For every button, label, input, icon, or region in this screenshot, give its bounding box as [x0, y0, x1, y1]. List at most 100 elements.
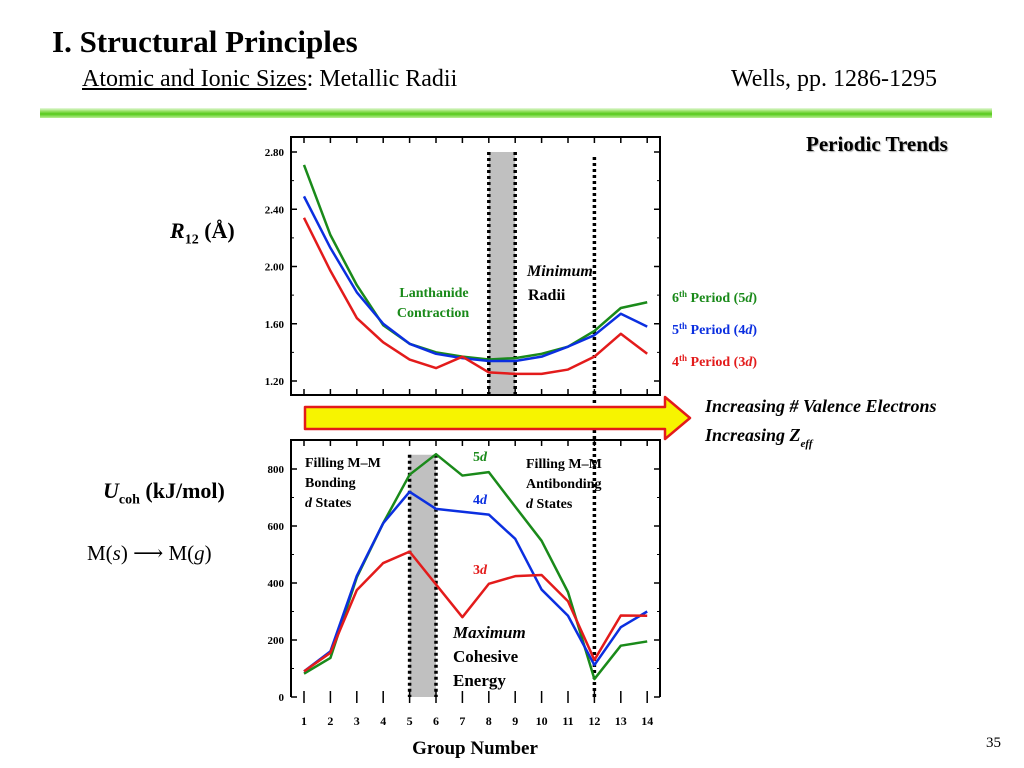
- minimum-radii-annotation: Minimum: [526, 263, 593, 280]
- group-tick-label: 13: [615, 714, 627, 728]
- group-tick-label: 9: [512, 714, 518, 728]
- energy-series-line: [303, 490, 648, 673]
- radius-series-line: [302, 195, 648, 363]
- energy-series-label-part: d: [480, 450, 488, 465]
- group-tick-label: 6: [433, 714, 439, 728]
- group-tick-label: 14: [641, 714, 653, 728]
- trend-arrow: Increasing # Valence Electrons Increasing…: [303, 395, 937, 450]
- radius-series-legend: 6th Period (5d): [672, 289, 757, 306]
- max-cohesive-annotation: Energy: [453, 671, 506, 690]
- antibonding-annotation: Antibonding: [526, 477, 601, 492]
- group-number-axis-title: Group Number: [412, 738, 538, 759]
- antibonding-annotation-part: d: [526, 497, 534, 512]
- radius-y-tick-label: 2.00: [265, 262, 285, 274]
- bonding-annotation: Bonding: [305, 476, 356, 491]
- energy-y-tick-label: 0: [279, 692, 285, 704]
- reference-citation: Wells, pp. 1286-1295: [731, 66, 938, 92]
- group-tick-label: 8: [486, 714, 492, 728]
- energy-subscript: coh: [118, 492, 140, 508]
- group-tick-label: 1: [301, 714, 307, 728]
- energy-series-label: 3d: [473, 563, 488, 578]
- subtitle-topic: Atomic and Ionic Sizes: [82, 66, 307, 92]
- radius-series-legend-part: 5: [672, 323, 679, 338]
- radius-series-legend: 4th Period (3d): [672, 353, 757, 370]
- reaction-rhs-state: g: [194, 541, 205, 565]
- group-tick-label: 3: [354, 714, 360, 728]
- radius-series-line: [302, 217, 648, 376]
- header-divider-bar: [40, 108, 992, 118]
- slide-title: I. Structural Principles: [52, 24, 358, 59]
- energy-y-tick-label: 200: [268, 635, 285, 647]
- radius-y-tick-label: 1.20: [265, 376, 285, 388]
- energy-y-tick-label: 400: [268, 578, 285, 590]
- max-cohesive-band: [409, 454, 436, 697]
- group-tick-label: 11: [562, 714, 573, 728]
- radius-y-tick-label: 2.40: [265, 204, 285, 216]
- group-tick-label: 4: [380, 714, 386, 728]
- page-number: 35: [986, 735, 1001, 751]
- energy-symbol: U: [103, 478, 119, 503]
- energy-series-label-part: d: [480, 563, 488, 578]
- radius-symbol: R: [170, 218, 185, 243]
- arrow-label-zeff: Increasing Zeff: [704, 425, 814, 450]
- lanthanide-annotation: Contraction: [397, 306, 470, 321]
- antibonding-annotation: d States: [526, 497, 573, 512]
- antibonding-annotation: Filling M–M: [526, 457, 602, 472]
- max-cohesive-annotation: Cohesive: [453, 647, 519, 666]
- group-tick-label: 5: [407, 714, 413, 728]
- sublimation-reaction: M(s) ⟶ M(g): [87, 541, 212, 566]
- reaction-arrow: ) ⟶ M(: [120, 541, 195, 565]
- radius-series-line: [302, 164, 648, 361]
- radius-unit: (Å): [198, 218, 235, 243]
- energy-series-line: [303, 550, 648, 673]
- radius-series-legend-part: d: [745, 291, 753, 306]
- radius-series-legend-part: ): [752, 323, 757, 338]
- radius-series-legend-part: 4: [672, 355, 679, 370]
- radius-series-legend-part: Period (3: [687, 355, 745, 370]
- energy-series-label-part: 5: [473, 450, 480, 465]
- energy-series-label-part: d: [480, 493, 488, 508]
- group-tick-label: 2: [327, 714, 333, 728]
- energy-y-tick-label: 800: [268, 464, 285, 476]
- antibonding-annotation-part: States: [533, 497, 573, 512]
- radius-series-legend-part: Period (4: [687, 323, 745, 338]
- cohesive-energy-axis-label: Ucoh (kJ/mol): [103, 478, 225, 508]
- radius-series-legend-part: th: [679, 321, 687, 331]
- slide-subtitle: Atomic and Ionic Sizes: Metallic Radii: [82, 66, 457, 93]
- energy-y-tick-label: 600: [268, 521, 285, 533]
- energy-unit: (kJ/mol): [139, 478, 225, 503]
- bonding-annotation: Filling M–M: [305, 456, 381, 471]
- max-cohesive-annotation: Maximum: [452, 623, 526, 642]
- energy-series-label-part: 3: [473, 563, 480, 578]
- subtitle-rest: : Metallic Radii: [306, 66, 458, 92]
- arrow-shape: [303, 395, 692, 441]
- radius-series-legend-part: d: [745, 323, 753, 338]
- group-tick-label: 7: [459, 714, 465, 728]
- periodic-trends-heading: Periodic Trends: [806, 132, 948, 156]
- energy-series-label: 5d: [473, 450, 488, 465]
- radius-series-legend-part: 6: [672, 291, 679, 306]
- minimum-radii-band: [488, 152, 516, 395]
- minimum-radii-annotation: Radii: [528, 287, 566, 304]
- radius-y-tick-label: 2.80: [265, 147, 285, 159]
- bonding-annotation: d States: [305, 496, 352, 511]
- radius-subscript: 12: [184, 232, 199, 248]
- lanthanide-annotation: Lanthanide: [399, 286, 468, 301]
- radius-series-legend-part: d: [745, 355, 753, 370]
- bonding-annotation-part: d: [305, 496, 313, 511]
- radius-series-legend-part: ): [752, 291, 757, 306]
- reaction-lhs-state: s: [112, 541, 121, 565]
- arrow-label-zeff-part: Increasing Z: [704, 425, 801, 445]
- group-tick-label: 10: [536, 714, 548, 728]
- energy-series-label-part: 4: [473, 493, 480, 508]
- radius-series-legend: 5th Period (4d): [672, 321, 757, 338]
- radius-y-tick-label: 1.60: [265, 319, 285, 331]
- reaction-lhs: M(: [87, 541, 113, 565]
- energy-series-label: 4d: [473, 493, 488, 508]
- arrow-label-valence: Increasing # Valence Electrons: [704, 396, 937, 416]
- bonding-annotation-part: States: [312, 496, 352, 511]
- radius-axis-label: R12 (Å): [170, 218, 235, 248]
- radius-series-legend-part: th: [679, 353, 687, 363]
